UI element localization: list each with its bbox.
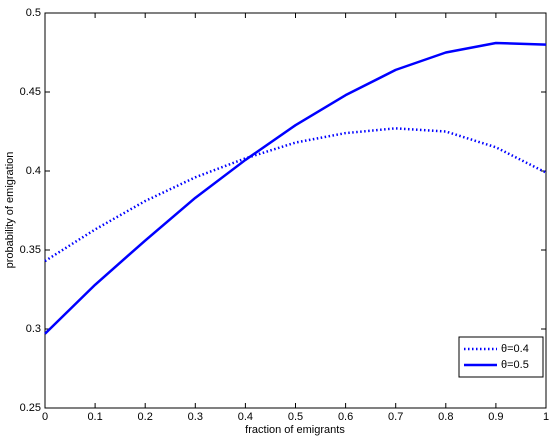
x-tick-label: 0.5 [288,411,303,423]
legend-label: θ=0.4 [501,343,529,355]
x-axis-label: fraction of emigrants [245,424,345,436]
y-axis-label: probability of emigration [4,152,16,269]
x-tick-label: 0.4 [238,411,253,423]
y-tick-label: 0.4 [26,165,41,177]
y-tick-label: 0.5 [26,7,41,19]
y-tick-label: 0.35 [20,244,41,256]
y-tick-label: 0.25 [20,402,41,414]
x-tick-label: 0 [42,411,48,423]
series-line [44,41,547,335]
y-tick-label: 0.45 [20,86,41,98]
x-tick-label: 0.3 [188,411,203,423]
x-tick-label: 1 [543,411,549,423]
legend-label: θ=0.5 [501,359,529,371]
legend-box [458,336,544,378]
x-tick-label: 0.9 [488,411,503,423]
x-tick-label: 0.8 [438,411,453,423]
x-tick-label: 0.2 [138,411,153,423]
x-tick-label: 0.6 [338,411,353,423]
y-tick-label: 0.3 [26,323,41,335]
x-tick-label: 0.7 [388,411,403,423]
x-tick-label: 0.1 [87,411,102,423]
